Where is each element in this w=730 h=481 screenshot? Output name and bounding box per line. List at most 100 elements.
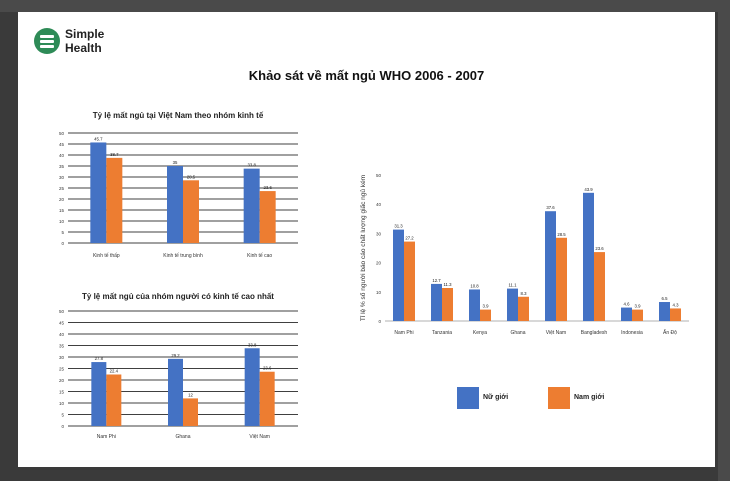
y-tick-label: 40 bbox=[59, 332, 65, 337]
legend-label: Nữ giới bbox=[483, 394, 508, 401]
data-label: 8.3 bbox=[521, 291, 528, 296]
bar bbox=[594, 252, 605, 321]
bar bbox=[431, 283, 442, 321]
y-tick-label: 35 bbox=[59, 344, 65, 349]
data-label: 12 bbox=[188, 392, 193, 397]
bar bbox=[91, 362, 107, 426]
bar bbox=[243, 168, 260, 243]
legend-swatch bbox=[548, 387, 570, 409]
data-label: 23.6 bbox=[263, 185, 272, 190]
data-label: 27.8 bbox=[95, 356, 104, 361]
data-label: 4.6 bbox=[624, 302, 631, 307]
category-label: Tanzania bbox=[432, 330, 452, 336]
y-tick-label: 0 bbox=[61, 424, 64, 429]
data-label: 4.3 bbox=[673, 302, 680, 307]
bar bbox=[632, 309, 643, 321]
bar bbox=[556, 237, 567, 321]
y-tick-label: 40 bbox=[376, 202, 382, 207]
data-label: 43.9 bbox=[584, 187, 593, 192]
bar bbox=[244, 348, 260, 426]
data-label: 23.6 bbox=[595, 246, 604, 251]
y-tick-label: 5 bbox=[61, 230, 64, 235]
data-label: 28.5 bbox=[187, 174, 196, 179]
category-label: Việt Nam bbox=[546, 330, 566, 336]
y-tick-label: 45 bbox=[59, 321, 65, 326]
data-label: 33.8 bbox=[247, 163, 256, 168]
y-tick-label: 10 bbox=[59, 219, 65, 224]
category-label: Ghana bbox=[175, 434, 190, 440]
bar bbox=[442, 288, 453, 321]
logo-icon bbox=[34, 28, 60, 54]
data-label: 6.5 bbox=[662, 296, 669, 301]
category-label: Bangladesh bbox=[581, 330, 608, 336]
data-label: 3.9 bbox=[635, 304, 642, 309]
data-label: 38.7 bbox=[110, 152, 119, 157]
y-tick-label: 40 bbox=[59, 153, 65, 158]
y-tick-label: 45 bbox=[59, 142, 65, 147]
category-label: Nam Phi bbox=[394, 330, 413, 336]
data-label: 22.4 bbox=[110, 368, 119, 373]
y-tick-label: 10 bbox=[59, 401, 65, 406]
data-label: 31.3 bbox=[394, 224, 403, 229]
bar bbox=[545, 211, 556, 321]
y-tick-label: 20 bbox=[59, 197, 65, 202]
bar bbox=[90, 142, 107, 243]
y-tick-label: 10 bbox=[376, 290, 382, 295]
y-tick-label: 30 bbox=[376, 231, 382, 236]
logo-line-1: Simple bbox=[65, 27, 105, 41]
y-tick-label: 30 bbox=[59, 355, 65, 360]
chart-title: Tỷ lệ mất ngủ tại Việt Nam theo nhóm kin… bbox=[93, 111, 264, 120]
y-tick-label: 0 bbox=[378, 319, 381, 324]
category-label: Việt Nam bbox=[249, 434, 269, 440]
y-tick-label: 25 bbox=[59, 367, 65, 372]
data-label: 35 bbox=[173, 160, 178, 165]
background-strip bbox=[0, 0, 730, 12]
bar bbox=[480, 309, 491, 321]
category-label: Nam Phi bbox=[97, 434, 116, 440]
y-tick-label: 20 bbox=[376, 261, 382, 266]
bar bbox=[518, 296, 529, 321]
logo-line-2: Health bbox=[65, 41, 102, 55]
bar bbox=[621, 307, 632, 321]
brand-logo: Simple Health bbox=[34, 26, 144, 58]
bar bbox=[404, 241, 415, 321]
charts-canvas: Tỷ lệ mất ngủ tại Việt Nam theo nhóm kin… bbox=[59, 111, 689, 440]
category-label: Ghana bbox=[510, 330, 525, 336]
y-tick-label: 20 bbox=[59, 378, 65, 383]
y-tick-label: 30 bbox=[59, 175, 65, 180]
legend-swatch bbox=[457, 387, 479, 409]
category-label: Kenya bbox=[473, 330, 487, 336]
category-label: Kinh tế trung bình bbox=[163, 253, 203, 259]
bar bbox=[106, 157, 123, 243]
y-tick-label: 15 bbox=[59, 208, 65, 213]
bar bbox=[168, 358, 183, 426]
logo-text: Simple Health bbox=[65, 27, 104, 55]
bar bbox=[259, 371, 275, 426]
category-label: Kinh tế thấp bbox=[93, 253, 120, 259]
category-label: Ấn Độ bbox=[663, 329, 677, 336]
data-label: 10.8 bbox=[470, 283, 479, 288]
y-tick-label: 0 bbox=[61, 241, 64, 246]
data-label: 45.7 bbox=[94, 136, 103, 141]
data-label: 37.6 bbox=[546, 205, 555, 210]
data-label: 27.2 bbox=[405, 236, 414, 241]
y-axis-label: Tỉ lệ % số người báo cáo chất lượng giấc… bbox=[358, 175, 367, 321]
y-tick-label: 25 bbox=[59, 186, 65, 191]
legend-label: Nam giới bbox=[574, 394, 604, 401]
data-label: 3.9 bbox=[483, 304, 490, 309]
data-label: 29.2 bbox=[171, 353, 180, 358]
data-label: 12.7 bbox=[432, 278, 441, 283]
bar bbox=[393, 229, 404, 321]
bar bbox=[183, 398, 198, 426]
y-tick-label: 50 bbox=[59, 309, 65, 314]
slide: Simple Health Khảo sát về mất ngủ WHO 20… bbox=[18, 12, 715, 467]
bar bbox=[469, 289, 480, 321]
data-label: 23.6 bbox=[263, 366, 272, 371]
y-tick-label: 50 bbox=[59, 131, 65, 136]
chart-title: Tỷ lệ mất ngủ của nhóm người có kinh tế … bbox=[82, 292, 274, 301]
y-tick-label: 15 bbox=[59, 390, 65, 395]
category-label: Kinh tế cao bbox=[247, 253, 272, 259]
y-tick-label: 50 bbox=[376, 173, 382, 178]
data-label: 28.5 bbox=[557, 232, 566, 237]
bar bbox=[670, 308, 681, 321]
